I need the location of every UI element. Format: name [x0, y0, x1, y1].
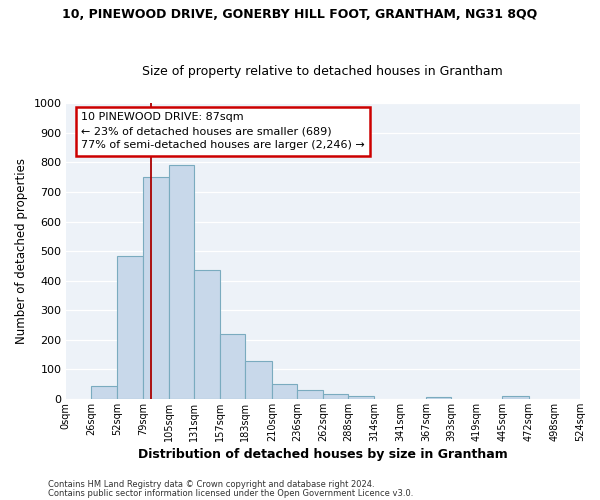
Bar [245, 361, 272, 399]
Bar [143, 177, 169, 399]
Bar [117, 256, 143, 399]
Bar [323, 394, 349, 399]
Bar [298, 390, 323, 399]
Bar [502, 396, 529, 399]
Title: Size of property relative to detached houses in Grantham: Size of property relative to detached ho… [142, 66, 503, 78]
Y-axis label: Number of detached properties: Number of detached properties [15, 158, 28, 344]
Bar [91, 386, 117, 399]
X-axis label: Distribution of detached houses by size in Grantham: Distribution of detached houses by size … [138, 448, 508, 461]
Bar [349, 396, 374, 399]
Text: Contains public sector information licensed under the Open Government Licence v3: Contains public sector information licen… [48, 488, 413, 498]
Bar [272, 384, 298, 399]
Bar [426, 396, 451, 399]
Text: 10, PINEWOOD DRIVE, GONERBY HILL FOOT, GRANTHAM, NG31 8QQ: 10, PINEWOOD DRIVE, GONERBY HILL FOOT, G… [62, 8, 538, 20]
Text: Contains HM Land Registry data © Crown copyright and database right 2024.: Contains HM Land Registry data © Crown c… [48, 480, 374, 489]
Bar [194, 270, 220, 399]
Bar [169, 166, 194, 399]
Text: 10 PINEWOOD DRIVE: 87sqm
← 23% of detached houses are smaller (689)
77% of semi-: 10 PINEWOOD DRIVE: 87sqm ← 23% of detach… [81, 112, 365, 150]
Bar [220, 334, 245, 399]
